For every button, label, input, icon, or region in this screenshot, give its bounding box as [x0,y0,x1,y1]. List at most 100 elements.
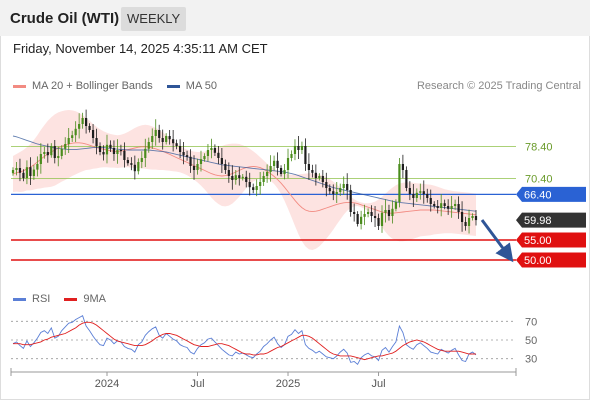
candle [220,148,223,173]
candle [78,113,81,139]
candle [360,210,363,230]
level-text: 66.40 [524,189,552,201]
candle [32,165,35,180]
candle-body [266,172,269,176]
candle-body [276,160,279,168]
candle-body [471,216,474,218]
candle-body [172,139,175,144]
candle [401,154,404,179]
candle-body [419,191,422,193]
candle [210,138,213,159]
candle [158,124,161,143]
candle-body [272,160,276,166]
candle [415,188,418,202]
candle-body [332,191,335,194]
candle-body [133,164,136,172]
candle-body [248,182,251,188]
level-labels: 78.40 70.40 66.40 59.98 55.00 50.00 [516,141,586,268]
candle [255,179,258,197]
candle-body [363,214,366,217]
period-badge[interactable]: WEEKLY [121,7,187,31]
candle-body [279,168,283,174]
candle-body [234,175,237,180]
candle [18,158,22,182]
candle-body [429,198,432,204]
candle-body [196,164,199,170]
candle [53,140,56,164]
candle [126,157,129,166]
candle-body [199,159,203,164]
candle [259,172,262,195]
level-lines [11,145,516,261]
level-label-70.40: 70.40 [525,173,553,185]
candle-body [91,130,95,138]
candle-body [349,190,352,212]
candle [43,146,46,159]
candle-body [18,168,22,173]
candle [349,184,352,217]
candle [290,150,293,162]
candle [272,155,276,171]
candle [71,130,74,142]
candle [36,156,39,177]
candle-body [339,188,342,192]
candle-body [422,191,425,194]
candle-body [447,206,450,209]
candle-body [252,187,255,190]
legend-item-ma50: MA 50 [166,80,217,92]
candle [74,121,77,143]
candle [98,142,102,156]
candle [50,143,53,158]
candle [123,142,126,168]
bollinger-bands [13,110,476,250]
ma50-swatch-icon [166,84,180,88]
legend-item-rsi: RSI [13,293,50,305]
candle-body [474,216,478,221]
candle [234,170,237,185]
candle-body [467,218,471,226]
candle [370,205,373,223]
candle-body [74,128,77,136]
candle [283,164,286,180]
x-tick-label: 2024 [95,378,119,390]
candle [88,123,91,133]
candle [144,138,147,167]
candle [346,173,349,200]
candle-body [311,170,314,173]
candle [297,136,300,159]
candle-body [168,136,171,140]
candle [29,157,32,185]
candle [391,200,394,224]
rsi-panel: 70 50 30 [11,315,537,366]
candle [314,164,317,186]
candle-body [206,150,210,156]
candle-body [39,154,42,164]
candle [109,140,112,152]
candle-body [290,154,293,158]
candle [151,128,154,149]
candle-body [342,184,345,188]
rsi-tick-label: 50 [525,335,537,347]
candle-body [314,172,317,178]
candle-body [325,182,328,188]
candle-body [405,170,408,188]
candle [192,155,196,180]
candle-body [67,138,70,144]
candle [199,150,203,172]
rsi-tick-label: 70 [525,316,537,328]
candle [85,109,88,134]
candle [147,137,150,153]
candle-body [32,169,35,176]
candle [11,167,15,176]
candle-body [387,210,391,216]
candle-body [126,160,129,164]
candle-body [46,152,49,156]
candle-body [391,208,394,216]
candle [304,138,307,171]
candle-body [137,162,140,172]
candle-body [154,130,157,136]
candle-body [185,155,189,157]
candle [436,200,439,214]
candle-body [245,176,248,182]
candle [279,165,283,177]
